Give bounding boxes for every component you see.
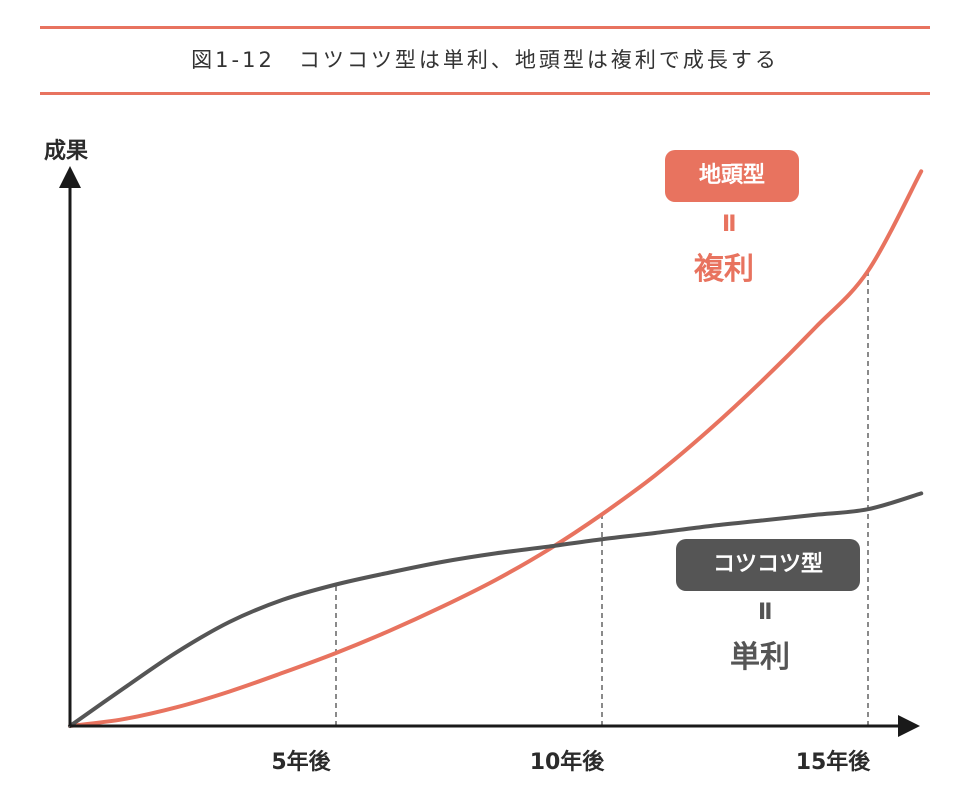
series-line-kotsukotsu <box>68 491 924 728</box>
equals-mark-kotsukotsu: Ⅱ <box>758 600 773 625</box>
x-tick-label-5: 5年後 <box>271 750 331 775</box>
y-axis-label: 成果 <box>44 139 89 164</box>
figure-title: 図1-12 コツコツ型は単利、地頭型は複利で成長する <box>191 48 779 72</box>
desc-fukuri: 複利 <box>694 252 754 287</box>
title-top-rule <box>40 26 930 29</box>
title-bottom-rule <box>40 92 930 95</box>
y-axis-arrow <box>59 166 81 188</box>
x-tick-label-15: 15年後 <box>795 750 871 775</box>
x-axis-arrow <box>898 715 920 737</box>
desc-tanri: 単利 <box>730 640 790 675</box>
badge-jiatama: 地頭型 <box>665 150 799 202</box>
equals-mark-jiatama: Ⅱ <box>722 212 737 237</box>
badge-kotsukotsu: コツコツ型 <box>676 539 860 591</box>
series-line-jiatama <box>68 169 924 728</box>
x-tick-label-10: 10年後 <box>529 750 605 775</box>
